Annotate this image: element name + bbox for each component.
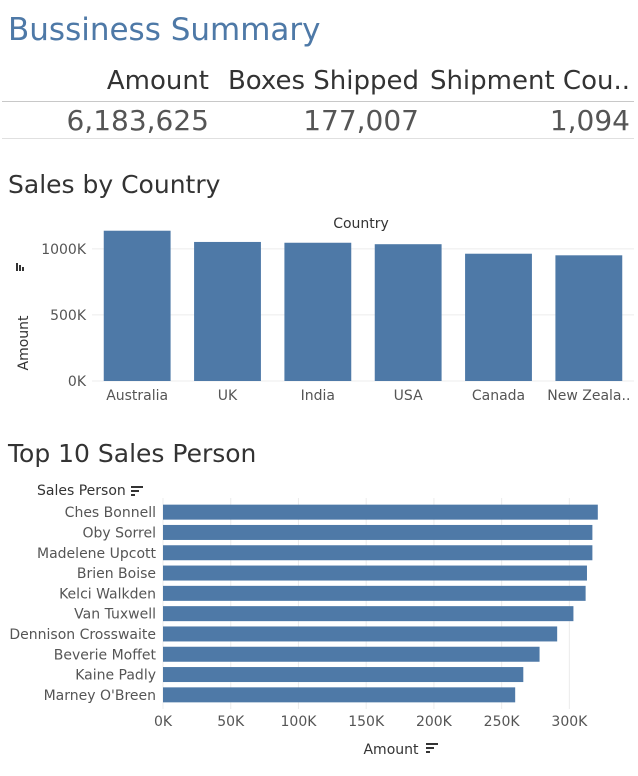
dashboard-title: Bussiness Summary (8, 12, 321, 48)
bar[interactable] (163, 626, 558, 642)
bar[interactable] (194, 241, 261, 381)
bar[interactable] (163, 646, 540, 662)
kpi-value-boxes-shipped: 177,007 (303, 104, 419, 137)
x-tick-label: Australia (106, 388, 168, 404)
bar[interactable] (163, 504, 598, 520)
bar[interactable] (163, 524, 593, 540)
x-tick-label: 300K (551, 714, 588, 730)
y-tick-label: Marney O'Breen (44, 688, 156, 704)
y-tick-label: Beverie Moffet (54, 647, 157, 663)
bar[interactable] (163, 606, 574, 622)
bar[interactable] (284, 242, 352, 381)
y-tick-label: Van Tuxwell (74, 607, 156, 623)
sort-icon[interactable] (426, 743, 438, 753)
x-tick-label: New Zeala.. (547, 388, 630, 404)
amount-axis-title: Amount (363, 742, 419, 758)
kpi-label-amount: Amount (106, 66, 209, 96)
x-tick-label: 0K (154, 714, 173, 730)
x-tick-label: UK (218, 388, 238, 404)
x-tick-label: 100K (281, 714, 318, 730)
bar[interactable] (163, 687, 516, 703)
kpi-bottom-line (2, 138, 634, 139)
kpi-divider (2, 101, 634, 102)
sales-person-axis-title: Sales Person (37, 483, 126, 499)
y-tick-label: Brien Boise (77, 566, 156, 582)
x-tick-label: Canada (472, 388, 525, 404)
sales-by-country-title: Sales by Country (8, 170, 221, 199)
y-tick-label: Oby Sorrel (82, 525, 156, 541)
y-tick-label: 1000K (41, 242, 87, 258)
x-tick-label: 150K (348, 714, 385, 730)
x-tick-label: USA (394, 388, 423, 404)
x-tick-label: 250K (484, 714, 521, 730)
bar[interactable] (163, 585, 586, 601)
x-tick-label: India (301, 388, 335, 404)
amount-axis-title: Amount (16, 315, 32, 371)
x-tick-label: 200K (416, 714, 453, 730)
y-tick-label: 500K (50, 308, 87, 324)
x-tick-label: 50K (217, 714, 245, 730)
y-tick-label: Madelene Upcott (37, 546, 156, 562)
top-sales-title: Top 10 Sales Person (8, 439, 257, 468)
y-tick-label: Kaine Padly (75, 668, 156, 684)
kpi-label-boxes-shipped: Boxes Shipped (227, 66, 419, 96)
bar[interactable] (163, 565, 587, 581)
y-tick-label: Dennison Crosswaite (9, 627, 156, 643)
kpi-value-shipment-count: 1,094 (549, 104, 630, 137)
top-sales-chart: Sales Person Ches Bonnell Oby Sorrel Madel… (9, 483, 598, 758)
bar[interactable] (163, 667, 524, 683)
bar[interactable] (103, 230, 171, 381)
kpi-value-amount: 6,183,625 (66, 104, 209, 137)
bar[interactable] (465, 253, 532, 381)
bar[interactable] (374, 244, 442, 381)
bar[interactable] (555, 255, 623, 381)
sort-icon[interactable] (16, 263, 24, 271)
y-tick-label: Kelci Walkden (59, 586, 156, 602)
sort-icon[interactable] (131, 486, 143, 496)
svg-text:Amount: Amount (16, 315, 32, 371)
kpi-label-shipment-count: Shipment Cou.. (429, 66, 630, 96)
bar[interactable] (163, 545, 593, 561)
sales-by-country-chart: Country Amount 0K 500K 1000K Australia UK In… (16, 216, 634, 404)
y-tick-label: Ches Bonnell (65, 505, 156, 521)
y-tick-label: 0K (68, 374, 87, 390)
country-axis-title: Country (333, 216, 389, 232)
